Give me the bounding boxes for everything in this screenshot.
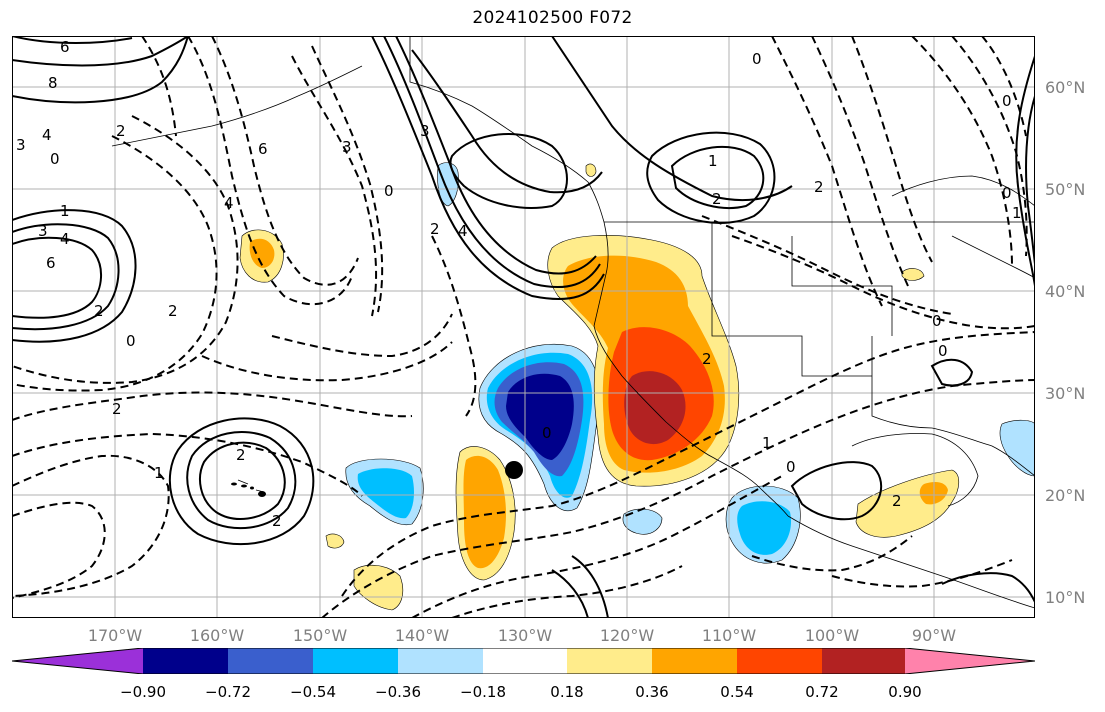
colorbar-tick-label: 0.72: [805, 683, 839, 701]
map-border: [12, 36, 1035, 618]
contour-label: 0: [126, 332, 136, 350]
contour-label: 1: [1012, 204, 1022, 222]
colorbar-extend-max: [905, 648, 1035, 674]
lon-label-160w: 160°W: [189, 626, 245, 645]
colorbar-segment: [483, 648, 567, 674]
colorbar-extend-min: [12, 648, 143, 674]
contour-label: 2: [236, 446, 246, 464]
contour-label: 2: [116, 122, 126, 140]
map-svg: 6 8 4 3 0 2 1 3 4 6 2 2 1 0 2 4 6 2 2 3 …: [12, 36, 1035, 618]
contour-label: 4: [224, 194, 234, 212]
contour-label: 3: [342, 138, 352, 156]
contour-label: 1: [60, 202, 70, 220]
colorbar-segment: [822, 648, 905, 674]
colorbar-svg: [11, 647, 1036, 675]
negative-anomaly-west-inner: [357, 468, 414, 519]
colorbar-tick-label: −0.18: [460, 683, 506, 701]
lon-label-170w: 170°W: [87, 626, 143, 645]
lat-label-10n: 10°N: [1045, 588, 1086, 607]
colorbar-tick-label: 0.90: [888, 683, 922, 701]
colorbar-tick-label: −0.90: [120, 683, 166, 701]
contour-label: 2: [702, 350, 712, 368]
colorbar-tick-label: −0.72: [205, 683, 251, 701]
contour-label: 0: [786, 458, 796, 476]
negative-anomaly-small: [622, 508, 663, 535]
contour-label: 2: [892, 492, 902, 510]
contour-label: 4: [42, 126, 52, 144]
contour-label: 2: [430, 220, 440, 238]
negative-anomaly-gulf: [999, 419, 1035, 477]
positive-anomaly-south: [353, 564, 404, 611]
contour-label: 1: [154, 464, 164, 482]
lat-label-50n: 50°N: [1045, 180, 1086, 199]
colorbar-segment: [652, 648, 737, 674]
contour-label: 6: [60, 38, 70, 56]
map-title: 2024102500 F072: [472, 8, 633, 28]
contour-label: 3: [16, 136, 26, 154]
positive-anomaly-pacific-inner: [463, 455, 506, 569]
hawaii-islands: [231, 482, 266, 497]
positive-anomaly-northpac-inner: [249, 238, 275, 268]
storm-center-marker[interactable]: [505, 461, 523, 479]
map-panel[interactable]: 6 8 4 3 0 2 1 3 4 6 2 2 1 0 2 4 6 2 2 3 …: [12, 36, 1035, 618]
shading-layer: [239, 162, 1035, 611]
contour-label: 3: [38, 222, 48, 240]
colorbar-segment: [143, 648, 228, 674]
colorbar-segment: [737, 648, 822, 674]
contour-label: 1: [762, 434, 772, 452]
colorbar: [11, 647, 1036, 675]
contour-label: 0: [384, 182, 394, 200]
graticule: [12, 36, 1035, 618]
colorbar-segment: [567, 648, 652, 674]
contour-label: 0: [932, 312, 942, 330]
contour-label: 8: [48, 74, 58, 92]
contour-label: 2: [168, 302, 178, 320]
contour-labels: 6 8 4 3 0 2 1 3 4 6 2 2 1 0 2 4 6 2 2 3 …: [16, 38, 1022, 530]
colorbar-tick-label: −0.36: [375, 683, 421, 701]
lon-label-140w: 140°W: [394, 626, 450, 645]
contours-dashed: [12, 36, 1035, 618]
contours-solid: [12, 36, 1035, 618]
contour-label: 2: [814, 178, 824, 196]
contour-label: 3: [420, 122, 430, 140]
colorbar-tick-label: 0.36: [635, 683, 669, 701]
contour-label: 2: [112, 400, 122, 418]
positive-anomaly-tiny-1: [325, 533, 345, 549]
contour-label: 2: [272, 512, 282, 530]
contour-label: 0: [50, 150, 60, 168]
lon-label-150w: 150°W: [292, 626, 348, 645]
contour-label: 1: [708, 152, 718, 170]
lon-label-130w: 130°W: [497, 626, 553, 645]
contour-label: 0: [542, 424, 552, 442]
colorbar-segment: [313, 648, 398, 674]
lon-label-90w: 90°W: [911, 626, 957, 645]
contour-label: 4: [458, 222, 468, 240]
negative-anomaly-mexico-inner: [737, 501, 792, 555]
positive-anomaly-tiny-2: [585, 163, 597, 177]
colorbar-segment: [228, 648, 313, 674]
colorbar-tick-label: 0.18: [550, 683, 584, 701]
lon-label-120w: 120°W: [599, 626, 655, 645]
lat-label-60n: 60°N: [1045, 78, 1086, 97]
contour-label: 0: [938, 342, 948, 360]
lon-label-100w: 100°W: [804, 626, 860, 645]
contour-label: 0: [752, 50, 762, 68]
lat-label-30n: 30°N: [1045, 384, 1086, 403]
lon-label-110w: 110°W: [701, 626, 757, 645]
lat-label-40n: 40°N: [1045, 282, 1086, 301]
negative-anomaly-core: [506, 373, 574, 460]
contour-label: 0: [1002, 184, 1012, 202]
colorbar-tick-label: −0.54: [290, 683, 336, 701]
contour-label: 0: [1002, 92, 1012, 110]
colorbar-tick-label: 0.54: [720, 683, 754, 701]
contour-label: 6: [258, 140, 268, 158]
lat-label-20n: 20°N: [1045, 486, 1086, 505]
contour-label: 2: [712, 190, 722, 208]
contour-label: 6: [46, 254, 56, 272]
colorbar-segment: [398, 648, 483, 674]
contour-label: 4: [60, 230, 70, 248]
contour-label: 2: [94, 302, 104, 320]
